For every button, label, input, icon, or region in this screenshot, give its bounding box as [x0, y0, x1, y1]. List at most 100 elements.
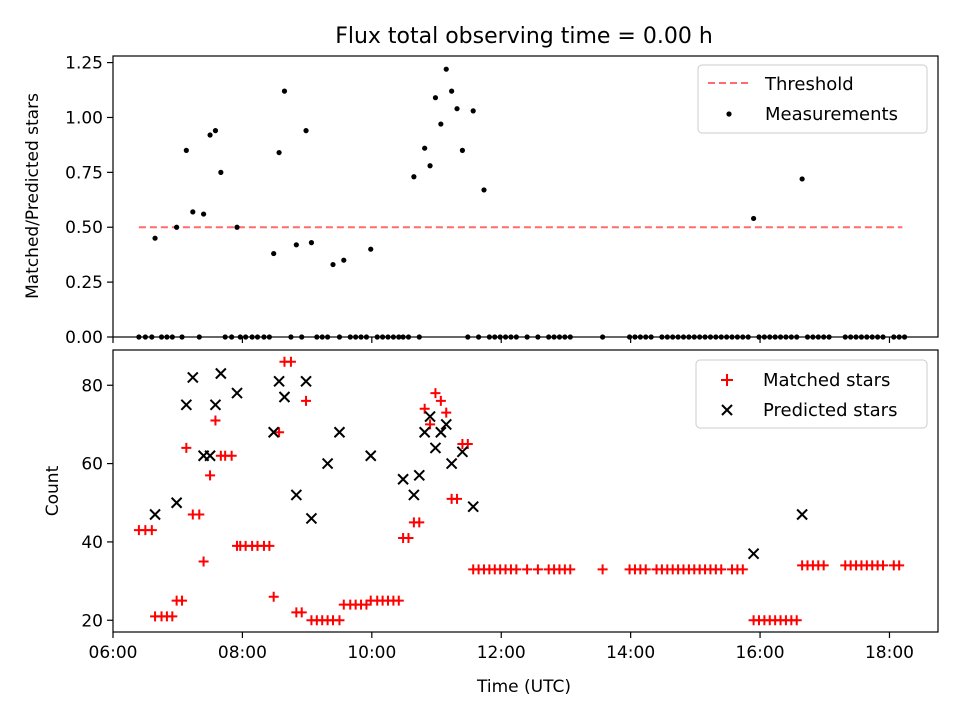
legend-threshold-label: Threshold	[764, 74, 854, 95]
matched-star-marker	[274, 427, 285, 438]
predicted-star-marker	[397, 473, 409, 485]
matched-star-marker	[167, 611, 178, 622]
matched-star-marker	[640, 564, 651, 575]
figure-title: Flux total observing time = 0.00 h	[335, 24, 713, 49]
measurement-point	[427, 163, 433, 169]
measurement-point	[443, 66, 449, 72]
bottom-ytick-label: 80	[81, 376, 103, 396]
matched-star-marker	[435, 395, 446, 406]
predicted-star-marker	[408, 489, 420, 501]
measurement-point	[454, 106, 460, 112]
measurement-point	[190, 209, 196, 215]
predicted-star-marker	[365, 450, 377, 462]
measurement-point	[207, 132, 213, 138]
legend-measurements-swatch	[726, 111, 732, 117]
predicted-star-marker	[231, 387, 243, 399]
predicted-star-marker	[429, 442, 442, 454]
predicted-star-marker	[747, 547, 760, 560]
predicted-star-marker	[209, 399, 222, 411]
bottom-ytick-label: 20	[81, 611, 103, 631]
matched-star-marker	[403, 533, 414, 543]
bottom-panel: 20 40 60 80 06:00 08:00 10:00 12:00 14:00 16:00 18…	[43, 349, 939, 697]
predicted-star-marker	[333, 426, 346, 438]
predicted-star-marker	[305, 512, 318, 525]
measurement-point	[459, 147, 466, 153]
top-legend-box	[697, 64, 928, 134]
bottom-xtick-label: 12:00	[477, 643, 526, 663]
matched-star-marker	[791, 615, 802, 626]
matched-star-marker	[210, 415, 221, 426]
top-legend: Threshold Measurements	[697, 64, 928, 134]
predicted-star-marker	[180, 399, 193, 411]
predicted-star-marker	[321, 457, 334, 470]
top-ytick-label: 0.50	[65, 218, 103, 238]
legend-measurements-label: Measurements	[765, 104, 898, 125]
matched-star-marker	[194, 509, 205, 520]
predicted-star-marker	[467, 500, 479, 513]
bottom-axes-frame	[112, 349, 939, 633]
predicted-star-marker	[796, 508, 808, 521]
measurement-point	[303, 128, 309, 134]
matched-star-marker	[146, 525, 157, 536]
matched-star-marker	[334, 615, 345, 626]
predicted-star-marker	[267, 426, 280, 438]
measurement-point	[308, 240, 315, 246]
top-ytick-label: 0.25	[65, 273, 103, 293]
measurement-point	[152, 235, 158, 241]
top-ytick-label: 0.00	[65, 328, 103, 348]
measurement-point	[368, 246, 374, 252]
bottom-xtick-label: 10:00	[347, 643, 396, 663]
predicted-star-marker	[273, 375, 285, 388]
measurement-point	[293, 242, 299, 248]
predicted-star-marker	[187, 371, 199, 384]
matched-star-marker	[818, 560, 829, 571]
predicted-star-marker	[424, 410, 436, 423]
measurement-point	[799, 176, 805, 182]
predicted-star-marker	[445, 457, 458, 470]
matched-star-marker	[393, 595, 404, 606]
predicted-star-marker	[170, 497, 183, 509]
measurement-point	[183, 147, 189, 153]
measurement-point	[276, 149, 282, 156]
predicted-star-marker	[300, 375, 312, 388]
matched-star-marker	[285, 356, 296, 367]
predicted-star-marker	[418, 426, 431, 438]
legend-matched-label: Matched stars	[763, 370, 890, 391]
measurement-point	[212, 128, 219, 134]
matched-star-marker	[522, 564, 533, 575]
predicted-star-marker	[290, 489, 303, 501]
bottom-xtick-label: 16:00	[736, 643, 785, 663]
top-ytick-label: 0.75	[65, 163, 103, 183]
measurement-point	[174, 224, 180, 230]
matched-star-marker	[226, 450, 237, 461]
matched-star-marker	[198, 556, 209, 567]
bottom-ylabel: Count	[43, 465, 63, 516]
measurement-point	[411, 174, 417, 180]
matched-star-marker	[177, 595, 188, 606]
top-panel: 0.00 0.25 0.50 0.75 1.00 1.25 Matched/Predict…	[23, 54, 939, 348]
top-axes-frame	[112, 55, 939, 338]
legend-matched-swatch	[721, 374, 733, 386]
predicted-star-marker	[204, 450, 216, 462]
matched-star-marker	[894, 560, 905, 571]
measurement-point	[438, 121, 444, 127]
measurement-point	[271, 250, 277, 257]
top-ytick-label: 1.00	[65, 108, 103, 128]
bottom-xtick-label: 06:00	[89, 643, 138, 663]
bottom-xtick-label: 14:00	[606, 643, 655, 663]
bottom-legend-box	[695, 359, 928, 429]
legend-predicted-label: Predicted stars	[763, 400, 897, 421]
measurement-point	[330, 261, 336, 268]
top-ytick-label: 1.25	[65, 54, 103, 74]
bottom-xtick-label: 18:00	[865, 643, 914, 663]
matched-star-marker	[737, 564, 748, 575]
matched-star-marker	[565, 564, 576, 575]
measurement-point	[218, 169, 224, 175]
matched-star-marker	[414, 517, 425, 528]
matched-star-marker	[716, 564, 727, 575]
measurement-point	[200, 211, 207, 217]
measurement-point	[234, 224, 240, 230]
matched-star-marker	[205, 470, 216, 481]
top-ylabel: Matched/Predicted stars	[23, 93, 43, 299]
